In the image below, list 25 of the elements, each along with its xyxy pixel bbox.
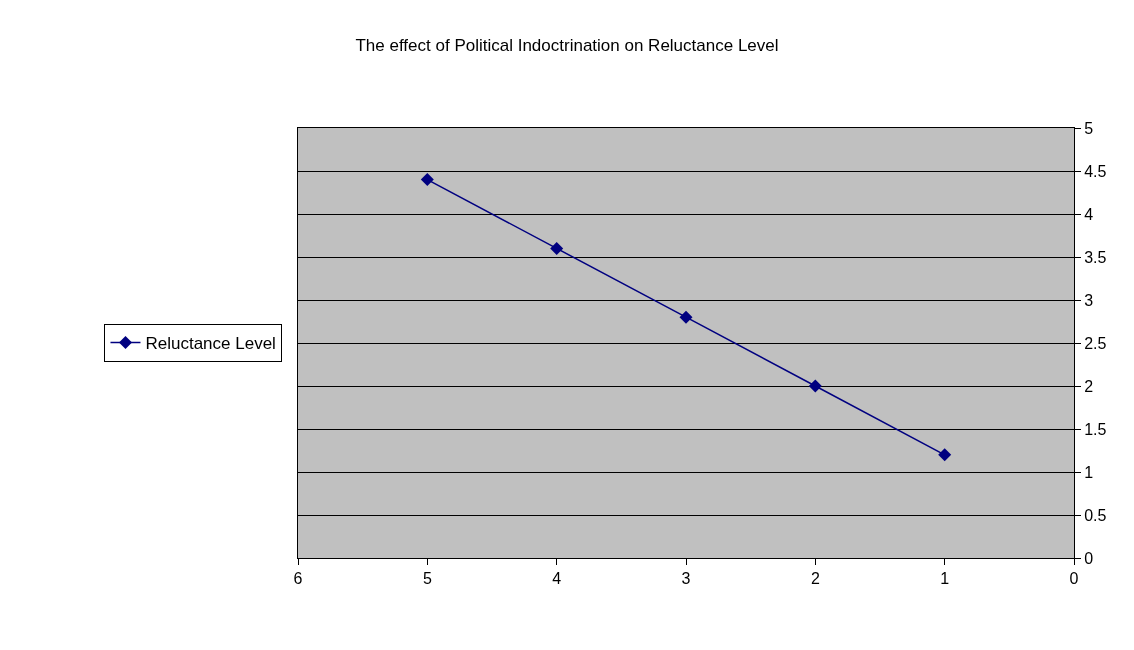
chart-title: The effect of Political Indoctrination on Reluctance Level	[355, 35, 779, 55]
y-tick-label: 0	[1084, 549, 1094, 567]
y-tick-label: 4.5	[1084, 162, 1107, 180]
x-tick-label: 0	[1069, 570, 1079, 588]
y-tick-label: 1.5	[1084, 420, 1107, 438]
y-tick-label: 5	[1084, 119, 1094, 137]
x-tick-label: 4	[552, 570, 562, 588]
y-tick-label: 3.5	[1084, 248, 1107, 266]
point	[808, 379, 822, 393]
y-tick-label: 2	[1084, 377, 1094, 395]
point	[550, 241, 564, 255]
y-tick-label: 4	[1084, 205, 1094, 223]
point	[679, 310, 693, 324]
x-tick-label: 3	[681, 570, 691, 588]
point	[420, 173, 434, 187]
point	[938, 448, 952, 462]
y-tick-label: 3	[1084, 291, 1094, 309]
y-tick-label: 2.5	[1084, 334, 1107, 352]
x-tick-label: 1	[940, 570, 950, 588]
x-tick-label: 6	[293, 570, 303, 588]
y-tick-label: 0.5	[1084, 506, 1107, 524]
x-tick-label: 5	[422, 570, 432, 588]
y-tick-label: 1	[1084, 463, 1094, 481]
x-tick-label: 2	[810, 570, 820, 588]
legend-label: Reluctance Level	[145, 334, 276, 354]
